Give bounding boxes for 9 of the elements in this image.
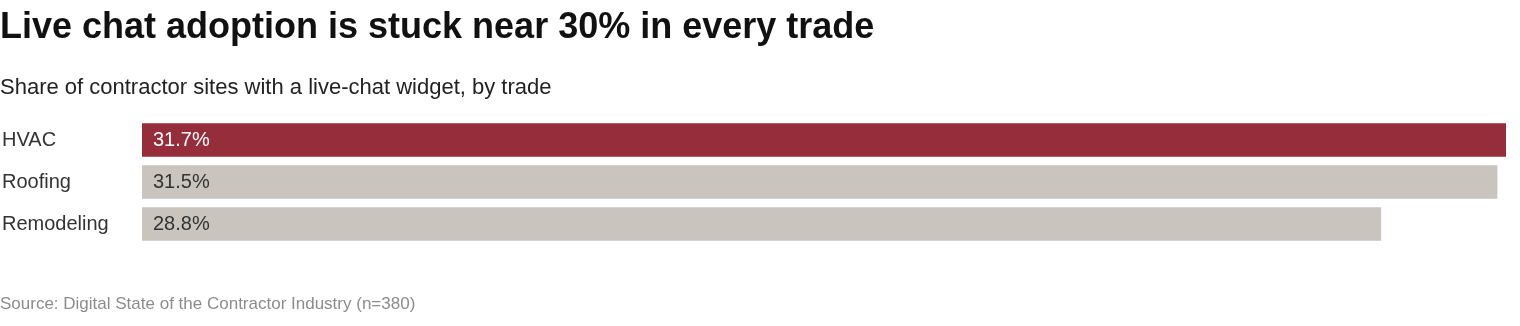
data-label: 31.5%: [153, 169, 210, 192]
chart-title: Live chat adoption is stuck near 30% in every trade: [0, 5, 876, 46]
data-label: 31.7%: [153, 127, 210, 150]
y-tick-label: HVAC: [2, 127, 57, 150]
data-label: 28.8%: [153, 211, 210, 234]
y-tick-label: Roofing: [2, 169, 71, 192]
chart-subtitle: Share of contractor sites with a live-chat widget, by trade: [0, 73, 553, 101]
y-tick-label: Remodeling: [2, 211, 109, 234]
source-note: Source: Digital State of the Contractor Industry (n=380): [0, 293, 417, 315]
